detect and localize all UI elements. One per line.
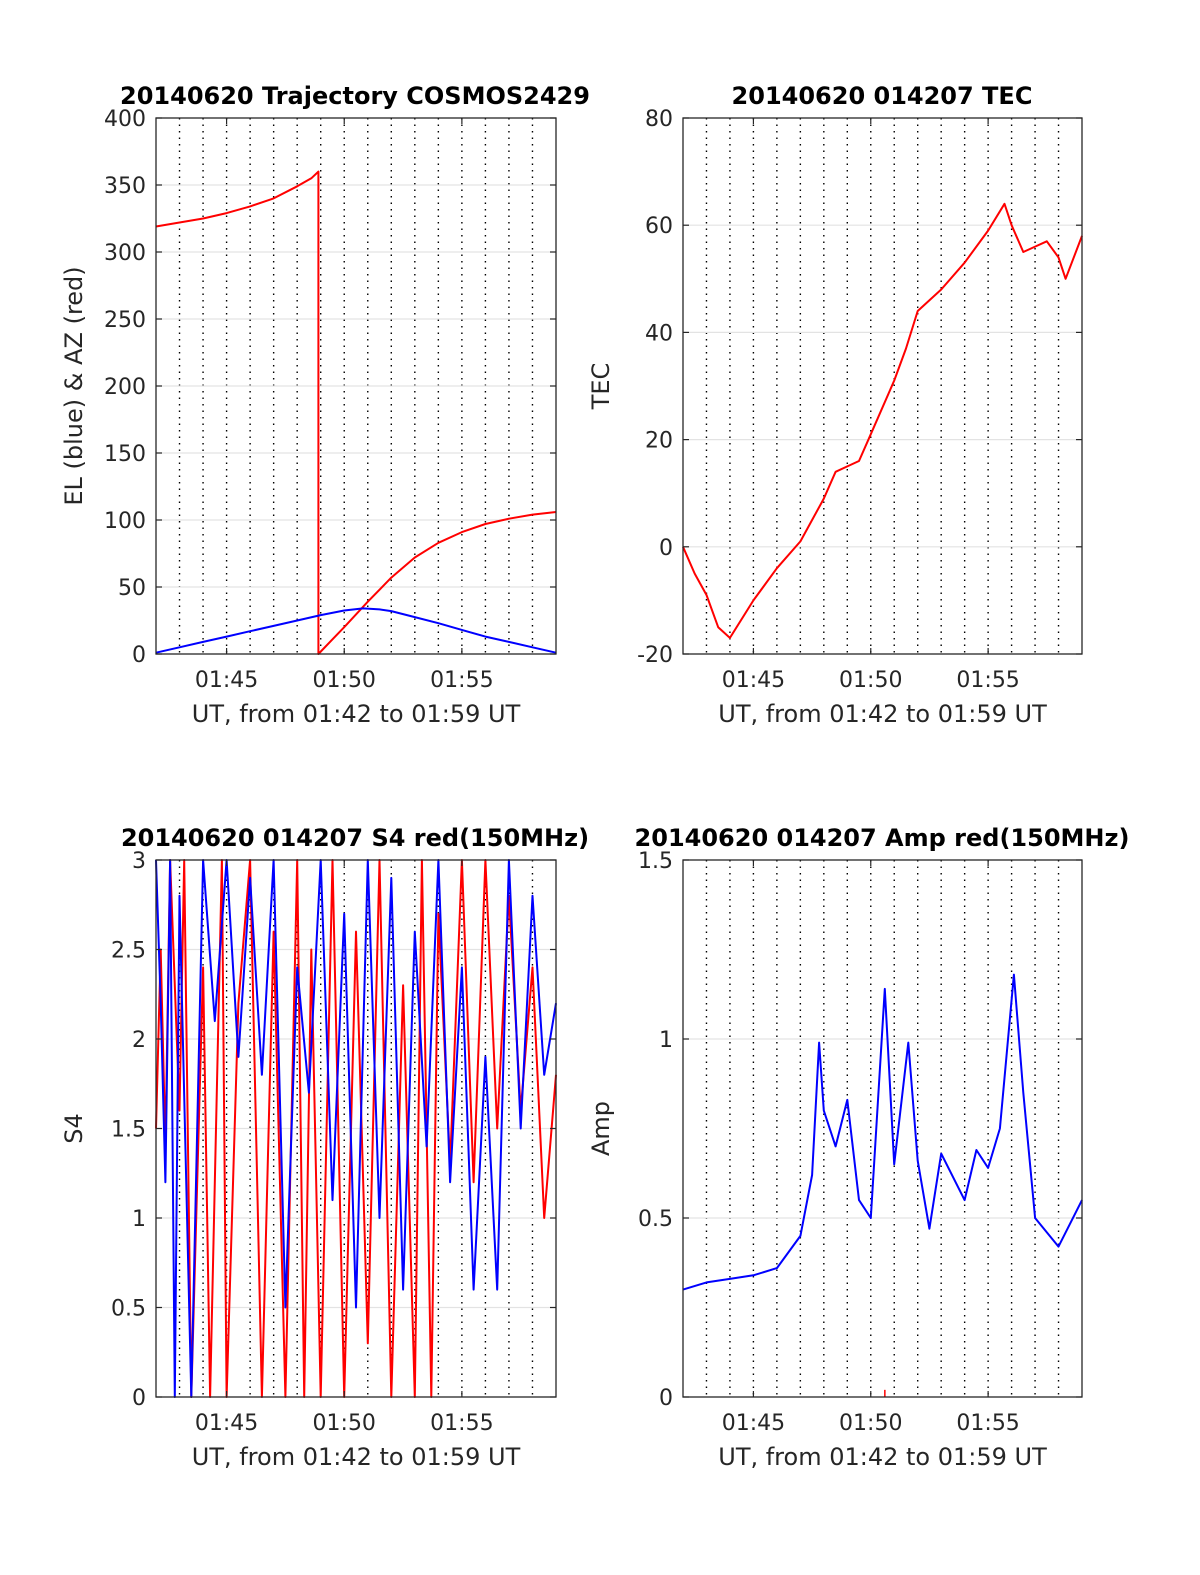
- axes-frame: [682, 859, 1083, 1398]
- x-axis-label: UT, from 01:42 to 01:59 UT: [192, 700, 521, 728]
- y-tick-label: 1.5: [111, 1118, 146, 1143]
- x-axis-label: UT, from 01:42 to 01:59 UT: [718, 1443, 1047, 1471]
- y-tick-label: 1: [659, 1028, 673, 1053]
- y-tick-label: 0: [132, 1386, 146, 1411]
- chart-title: 20140620 014207 Amp red(150MHz): [635, 824, 1130, 852]
- y-axis-label: TEC: [587, 363, 615, 411]
- chart-amp: 0 0.5 1 1.5 01:45 01:50 01:55 20140620 014207 A…: [587, 824, 1129, 1471]
- chart-title: 20140620 Trajectory COSMOS2429: [120, 82, 590, 110]
- x-tick-label: 01:55: [956, 668, 1019, 693]
- x-tick-label: 01:45: [722, 668, 785, 693]
- y-tick-label: 3: [132, 849, 146, 874]
- y-axis-label: Amp: [587, 1101, 615, 1156]
- x-tick-label: 01:50: [839, 1411, 902, 1436]
- chart-title: 20140620 014207 S4 red(150MHz): [121, 824, 589, 852]
- y-tick-label: 400: [104, 107, 146, 132]
- x-tick-label: 01:45: [195, 1411, 258, 1436]
- series-1-line: [155, 170, 557, 655]
- plot-area: [683, 118, 1082, 654]
- y-tick-label: 0.5: [111, 1297, 146, 1322]
- y-tick-label: 60: [645, 214, 673, 239]
- x-axis-label: UT, from 01:42 to 01:59 UT: [192, 1443, 521, 1471]
- x-tick-label: 01:50: [839, 668, 902, 693]
- y-tick-label: 40: [645, 321, 673, 346]
- y-tick-label: 350: [104, 174, 146, 199]
- x-axis-label: UT, from 01:42 to 01:59 UT: [718, 700, 1047, 728]
- x-tick-label: 01:45: [195, 668, 258, 693]
- x-tick-label: 01:55: [956, 1411, 1019, 1436]
- y-tick-label: 2.5: [111, 939, 146, 964]
- y-tick-label: 100: [104, 509, 146, 534]
- plot-area: [683, 860, 1082, 1397]
- series-1-line: [682, 202, 1083, 639]
- y-tick-label: 2: [132, 1028, 146, 1053]
- x-tick-label: 01:50: [313, 668, 376, 693]
- y-tick-label: 0.5: [638, 1207, 673, 1232]
- y-tick-label: 0: [132, 643, 146, 668]
- x-tick-label: 01:45: [722, 1411, 785, 1436]
- y-tick-label: 50: [118, 576, 146, 601]
- y-axis-label: EL (blue) & AZ (red): [60, 266, 88, 505]
- y-tick-label: 150: [104, 442, 146, 467]
- y-tick-label: 200: [104, 375, 146, 400]
- x-tick-label: 01:55: [430, 1411, 493, 1436]
- y-tick-label: -20: [637, 643, 673, 668]
- series-2-line: [155, 859, 557, 1398]
- y-tick-label: 1.5: [638, 849, 673, 874]
- y-tick-label: 1: [132, 1207, 146, 1232]
- axes-frame: [682, 117, 1083, 655]
- chart-tec: -20 0 20 40 60 80 01:45 01:50 01:55 20140620 0142…: [587, 82, 1083, 728]
- series-1-line: [682, 973, 1083, 1291]
- chart-trajectory: 0 50 100 150 200 250 300 350 400 01:45 01:50 01:55 2…: [60, 82, 590, 728]
- x-tick-label: 01:55: [430, 668, 493, 693]
- y-tick-label: 20: [645, 429, 673, 454]
- chart-title: 20140620 014207 TEC: [732, 82, 1033, 110]
- y-tick-label: 0: [659, 536, 673, 561]
- series-2-line: [155, 607, 557, 654]
- y-tick-label: 80: [645, 107, 673, 132]
- y-axis-label: S4: [60, 1113, 88, 1144]
- y-tick-label: 250: [104, 308, 146, 333]
- y-tick-label: 0: [659, 1386, 673, 1411]
- chart-s4: 0 0.5 1 1.5 2 2.5 3 01:45 01:50 01:55 20140620 014…: [60, 824, 589, 1471]
- x-tick-label: 01:50: [313, 1411, 376, 1436]
- y-tick-label: 300: [104, 241, 146, 266]
